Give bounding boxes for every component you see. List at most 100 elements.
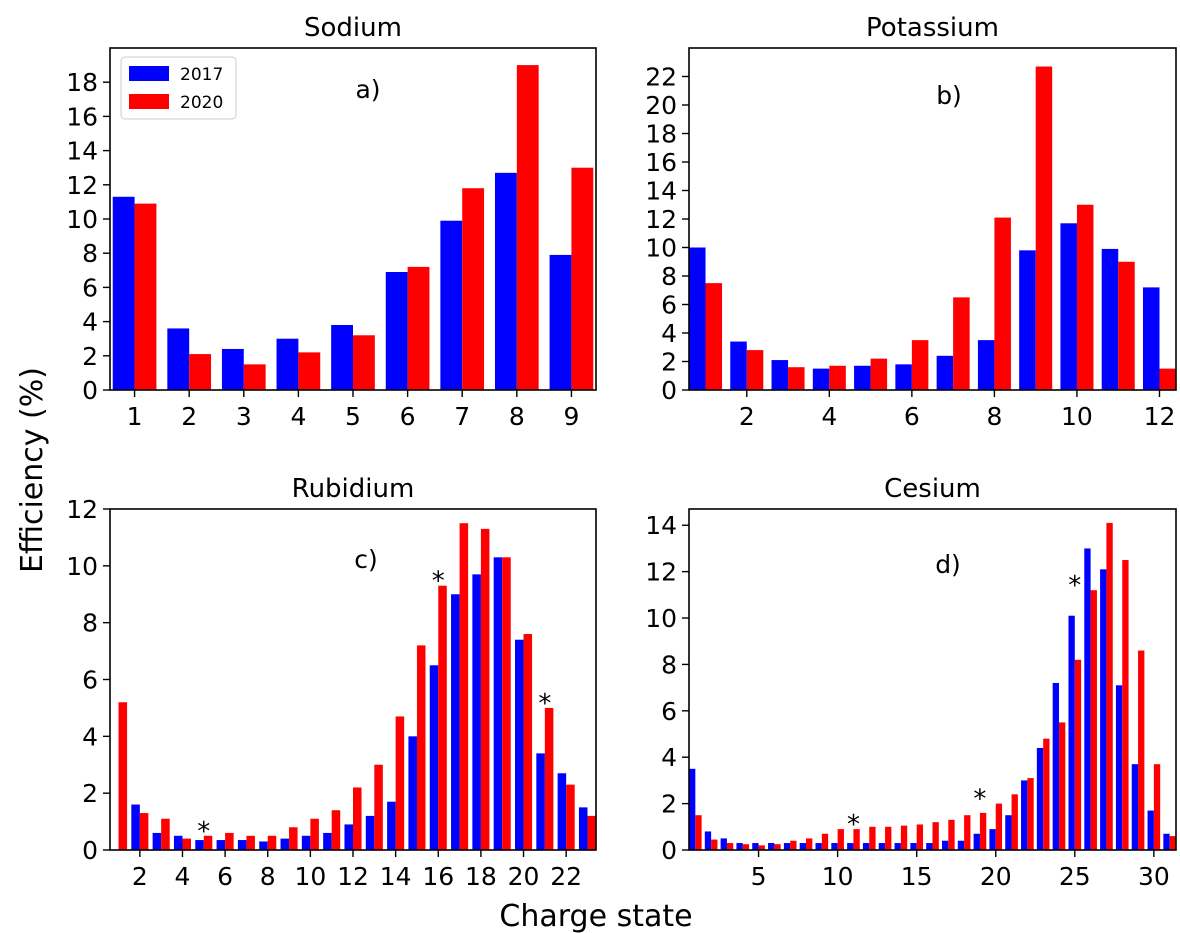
cesium-ytick-label: 10 [645,604,677,633]
sodium-ytick-label: 10 [66,205,98,234]
cesium-bar-2017-29 [1131,764,1139,850]
cesium-significance-star: * [847,810,860,840]
rubidium-significance-star: * [432,567,445,597]
cesium-bar-2017-31 [1163,833,1170,850]
cesium-bar-2020-16 [932,822,939,850]
cesium-bar-2017-25 [1068,615,1075,850]
rubidium-bar-2020-12 [353,787,362,850]
sodium-xtick-label: 7 [454,402,470,431]
potassium-bar-2020-6 [911,340,929,391]
rubidium-xtick-label: 8 [260,862,276,891]
cesium-panel-label: d) [935,550,961,579]
rubidium-bar-2020-6 [225,832,234,850]
rubidium-bar-2020-7 [246,835,255,850]
sodium-panel-label: a) [355,75,380,104]
cesium-xtick-label: 25 [1059,862,1091,891]
legend-swatch-2020 [129,94,169,109]
potassium-bar-2017-10 [1060,223,1077,390]
rubidium-bar-2017-10 [301,835,311,850]
cesium-bar-2020-17 [948,819,955,850]
sodium-ytick-label: 4 [82,308,98,337]
legend-label-2020: 2020 [180,93,223,113]
rubidium-bar-2020-8 [267,835,277,850]
rubidium-bar-2017-8 [259,841,268,850]
cesium-bar-2020-1 [695,815,702,850]
sodium-xtick-label: 8 [509,402,525,431]
cesium-bar-2020-23 [1043,738,1050,850]
cesium-bar-2017-11 [847,843,854,850]
cesium-bar-2017-3 [720,838,727,850]
cesium-bar-2017-2 [704,831,712,850]
rubidium-bar-2017-16 [429,665,439,850]
panel-cesium: 0 2 4 6 8 10 12 14 5 10 15 20 25 30 Cesium d) * * * [645,474,1177,891]
cesium-bar-2017-20 [989,829,996,850]
sodium-bar-2020-4 [298,352,321,390]
rubidium-bar-2017-21 [536,753,545,850]
cesium-bar-2020-20 [995,803,1003,850]
rubidium-xtick-label: 14 [380,862,412,891]
cesium-bar-2020-26 [1090,590,1097,850]
cesium-bar-2017-6 [768,843,775,850]
cesium-bar-2020-9 [821,833,829,850]
cesium-bar-2020-31 [1169,836,1176,850]
rubidium-bar-2017-5 [195,840,204,850]
sodium-ytick-label: 14 [66,137,98,166]
cesium-bar-2017-5 [752,843,759,850]
sodium-bar-2020-2 [189,354,212,390]
rubidium-bar-2020-13 [374,764,383,850]
cesium-bar-2020-5 [758,845,765,850]
rubidium-bar-2020-2 [139,813,149,850]
legend: 2017 2020 [120,56,237,120]
cesium-xtick-label: 5 [751,862,767,891]
potassium-ytick-label: 22 [645,63,677,92]
sodium-xtick-label: 6 [400,402,416,431]
potassium-bar-2020-3 [788,367,805,390]
potassium-ytick-label: 0 [661,376,677,405]
rubidium-bar-2020-4 [182,838,191,850]
sodium-xtick-label: 2 [181,402,197,431]
cesium-bar-2017-4 [736,843,743,850]
sodium-bar-2020-6 [407,266,430,390]
cesium-ytick-label: 14 [645,511,677,540]
rubidium-bar-2020-23 [587,815,596,850]
rubidium-bar-2017-2 [131,804,140,850]
cesium-bar-2017-30 [1147,810,1154,850]
rubidium-bar-2020-16 [438,585,447,850]
rubidium-significance-star: * [197,817,210,847]
potassium-bar-2017-1 [689,247,706,390]
rubidium-bar-2020-19 [502,557,511,850]
cesium-bar-2020-7 [790,840,797,850]
rubidium-ytick-label: 8 [82,609,98,638]
cesium-bar-2017-16 [926,843,933,850]
rubidium-bar-2017-23 [578,807,588,851]
cesium-bar-2017-17 [941,840,949,850]
rubidium-bar-2017-12 [344,824,353,850]
sodium-bar-2020-9 [571,167,594,390]
potassium-ytick-label: 14 [645,177,677,206]
rubidium-bar-2017-3 [152,832,162,850]
cesium-bar-2017-9 [815,843,822,850]
sodium-xtick-label: 1 [127,402,143,431]
cesium-bar-2020-4 [742,844,750,850]
rubidium-ytick-label: 12 [66,495,98,524]
cesium-bar-2017-7 [783,843,791,850]
sodium-ytick-label: 0 [82,376,98,405]
figure-xlabel: Charge state [499,899,692,933]
potassium-bar-2017-3 [771,360,789,390]
potassium-bar-2017-8 [977,340,995,391]
potassium-xtick-label: 4 [821,402,837,431]
rubidium-bar-2020-1 [118,702,128,850]
rubidium-bar-2017-17 [451,594,460,850]
cesium-bar-2020-19 [979,812,987,850]
cesium-bar-2020-6 [774,844,781,850]
potassium-bar-2020-9 [1035,66,1053,390]
potassium-xtick-label: 6 [904,402,920,431]
cesium-bar-2020-24 [1058,722,1066,850]
rubidium-ytick-label: 10 [66,552,98,581]
cesium-bar-2020-8 [806,838,813,850]
rubidium-panel-label: c) [354,545,378,574]
rubidium-bar-2020-5 [203,835,213,850]
cesium-bar-2020-3 [726,843,734,850]
rubidium-bar-2020-17 [459,523,469,850]
